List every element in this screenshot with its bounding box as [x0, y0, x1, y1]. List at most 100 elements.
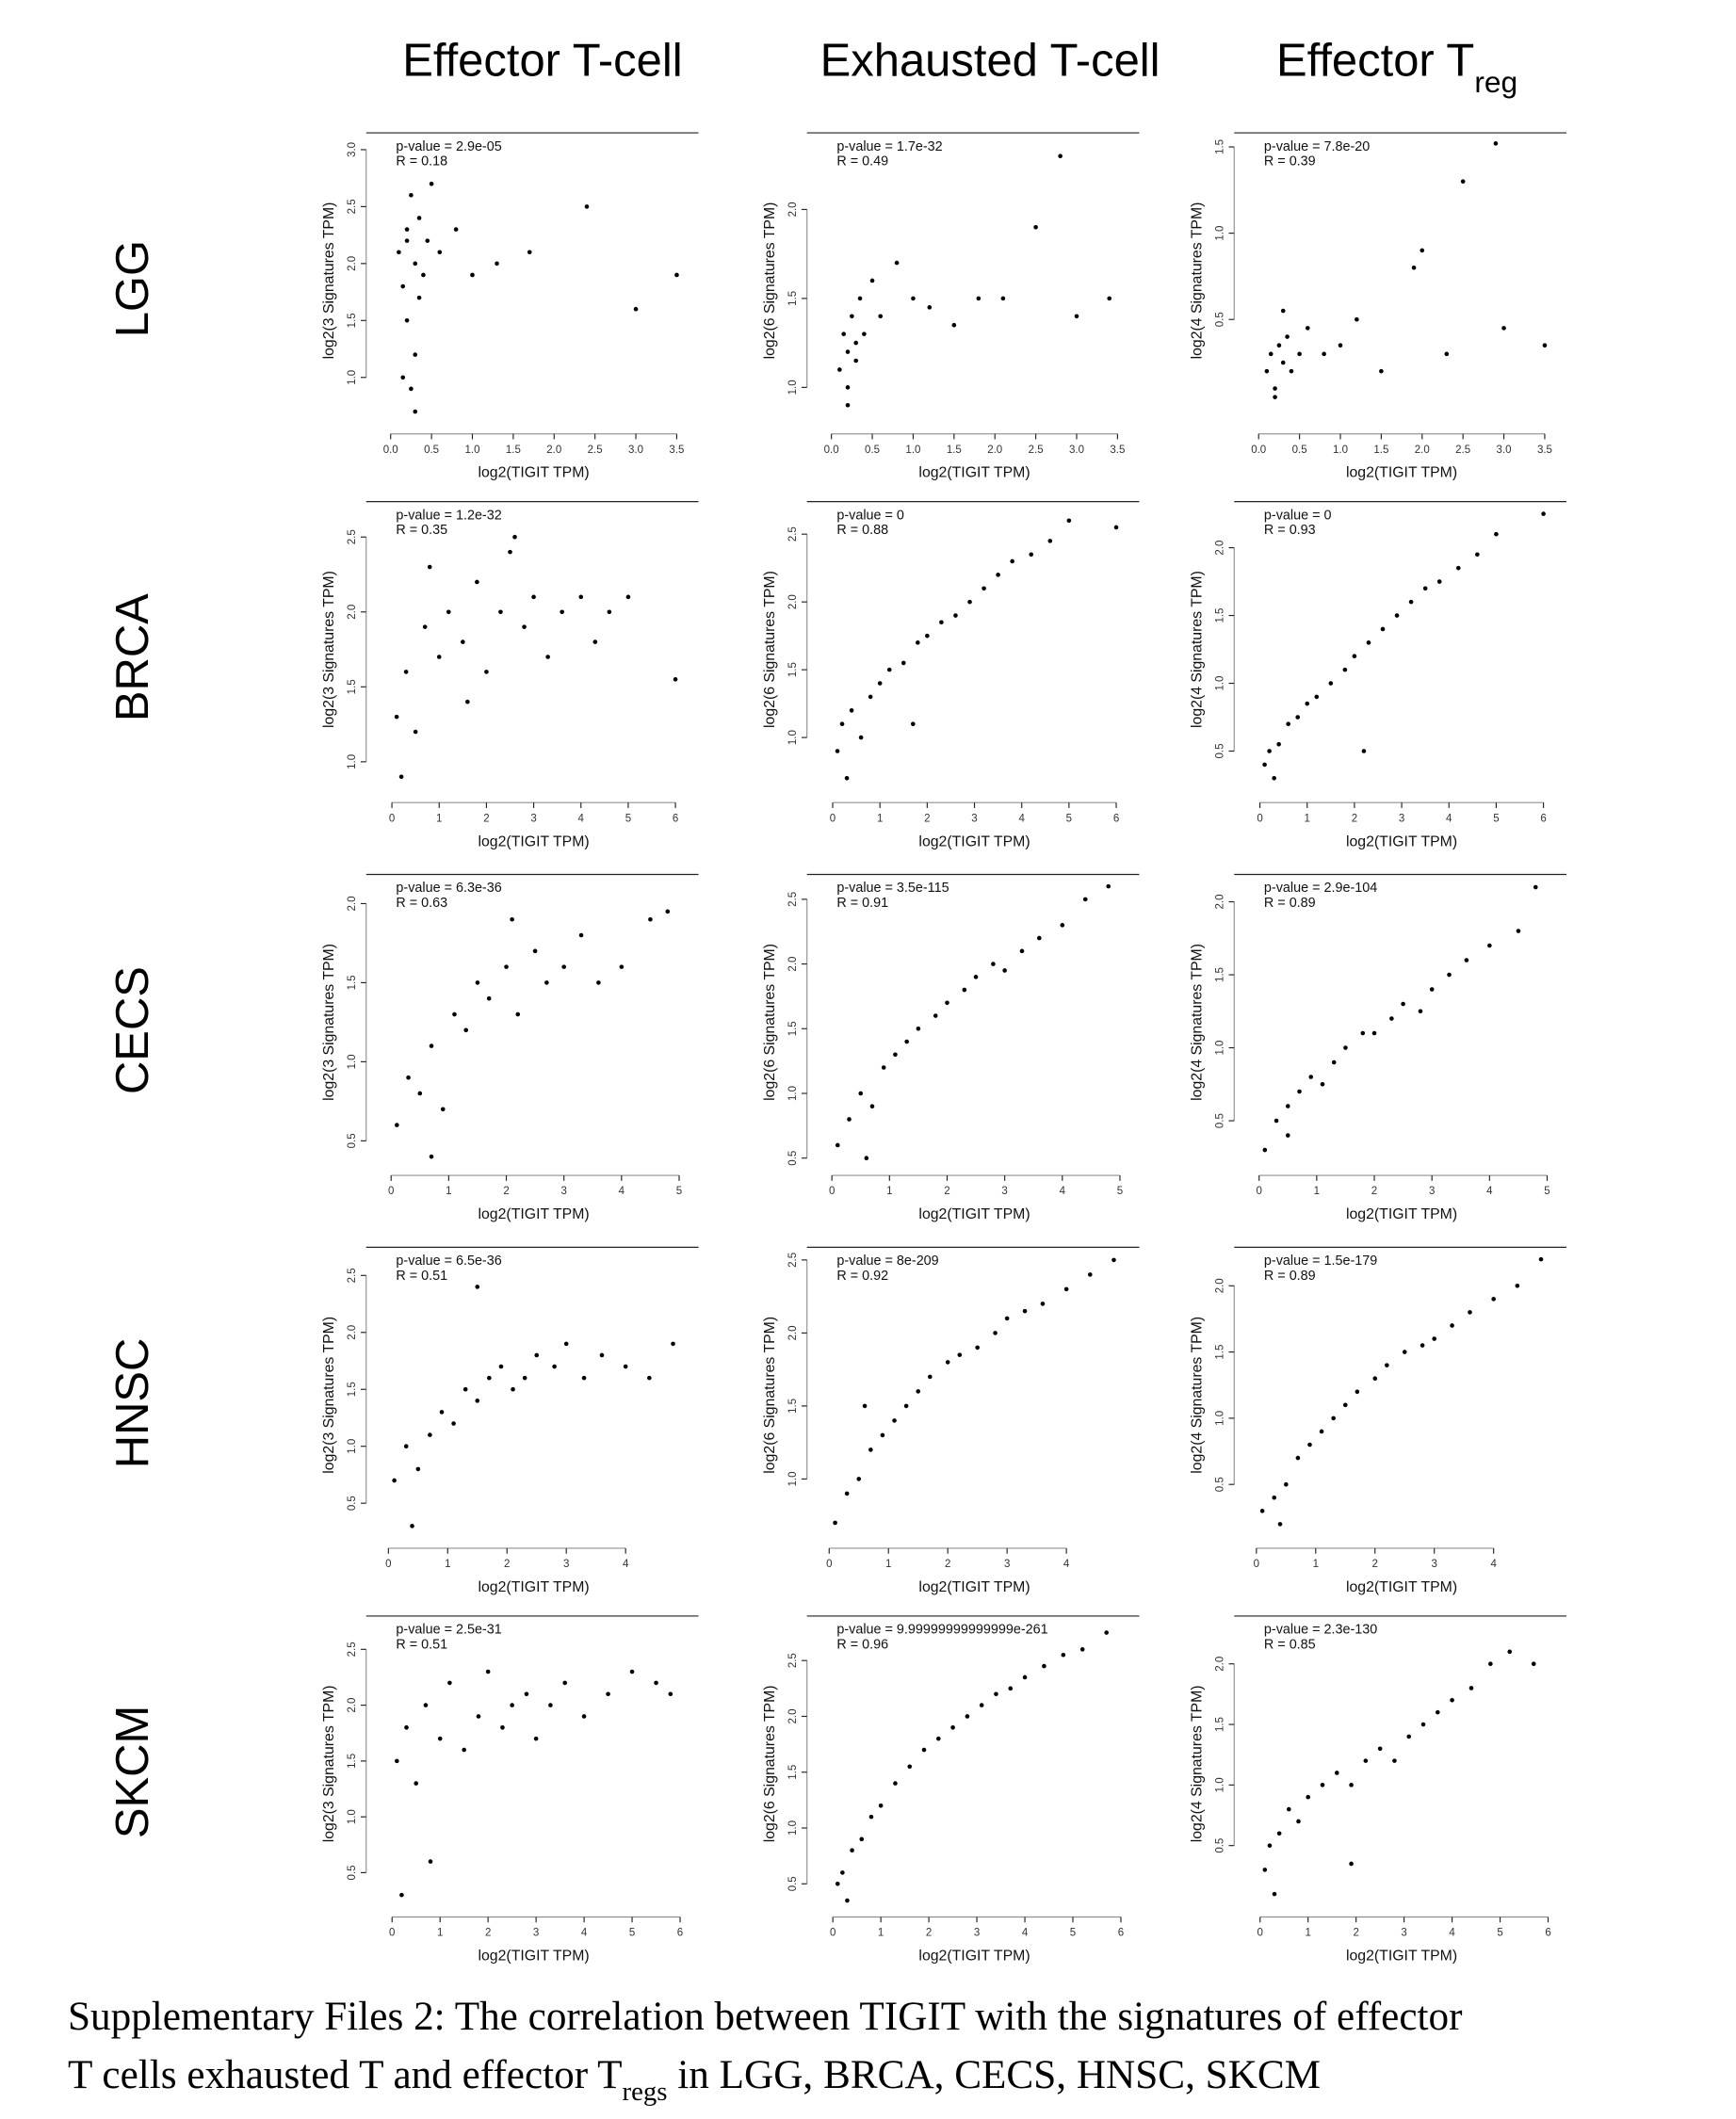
y-tick-label: 0.5 [1215, 744, 1226, 759]
y-tick-label: 0.5 [1215, 1477, 1226, 1492]
point [544, 980, 549, 985]
x-tick-label: 4 [1060, 1186, 1066, 1197]
row-label: LGG [107, 240, 158, 337]
point [1429, 987, 1435, 992]
y-axis-label: log2(4 Signatures TPM) [1190, 1685, 1206, 1842]
y-tick-label: 2.0 [347, 896, 358, 911]
point [531, 594, 536, 600]
point [522, 1375, 527, 1381]
point [950, 1725, 955, 1730]
point [945, 1000, 949, 1006]
point [1328, 681, 1334, 686]
point [994, 1691, 998, 1697]
point [1349, 1861, 1354, 1867]
point [1450, 1698, 1454, 1703]
point [673, 677, 678, 682]
point [668, 1691, 673, 1697]
point [665, 909, 671, 914]
x-axis-label: log2(TIGIT TPM) [1346, 1206, 1457, 1222]
point [437, 250, 443, 255]
point [437, 1736, 443, 1741]
point [1394, 613, 1400, 618]
y-tick-label: 0.5 [787, 1876, 799, 1891]
point [414, 1781, 419, 1786]
point [853, 358, 859, 364]
point [511, 1386, 515, 1392]
point [1305, 701, 1310, 706]
point [893, 1781, 898, 1786]
x-axis-label: log2(TIGIT TPM) [918, 1579, 1030, 1595]
x-tick-label: 3 [974, 1928, 980, 1939]
p-value-annotation: p-value = 8e-209 [836, 1254, 938, 1269]
y-tick-label: 1.0 [787, 1820, 799, 1836]
point [500, 1725, 505, 1730]
y-tick-label: 1.0 [347, 370, 358, 385]
point [633, 306, 639, 312]
point [935, 1736, 941, 1741]
r-annotation: R = 0.88 [836, 523, 888, 538]
x-tick-label: 4 [1486, 1186, 1493, 1197]
point [1402, 1350, 1407, 1354]
x-tick-label: 5 [629, 1928, 635, 1939]
x-tick-label: 1 [1305, 1928, 1310, 1939]
point [1338, 343, 1343, 348]
r-annotation: R = 0.51 [396, 1637, 447, 1652]
r-annotation: R = 0.35 [396, 523, 447, 538]
point [907, 1764, 913, 1770]
point [859, 1836, 865, 1842]
point [850, 314, 854, 319]
point [1297, 351, 1302, 357]
point [1418, 1009, 1423, 1014]
x-tick-label: 0 [830, 1928, 836, 1939]
point [462, 1386, 468, 1392]
point [1342, 667, 1348, 672]
point [1385, 1363, 1389, 1367]
point [470, 272, 475, 278]
y-tick-label: 2.5 [347, 529, 358, 544]
point [440, 1107, 446, 1112]
y-axis-label: log2(6 Signatures TPM) [762, 571, 778, 728]
x-tick-label: 1.5 [947, 445, 962, 456]
point [1401, 1001, 1405, 1007]
point [1342, 1402, 1348, 1408]
point [395, 1758, 399, 1764]
x-tick-label: 1 [1314, 1186, 1320, 1197]
point [840, 1870, 845, 1875]
point [654, 1680, 658, 1686]
point [1507, 1649, 1513, 1655]
point [1372, 1376, 1378, 1382]
y-tick-label: 1.0 [1215, 676, 1226, 691]
x-axis-label: log2(TIGIT TPM) [478, 1206, 589, 1222]
point [1420, 248, 1425, 253]
point [1297, 1089, 1302, 1094]
point [1464, 958, 1469, 962]
point [404, 227, 410, 232]
point [1019, 948, 1025, 954]
y-tick-label: 1.5 [1215, 608, 1226, 623]
point [429, 181, 434, 186]
point [1475, 552, 1480, 558]
x-axis-label: log2(TIGIT TPM) [1346, 833, 1457, 849]
y-tick-label: 2.5 [787, 892, 799, 907]
p-value-annotation: p-value = 1.7e-32 [836, 139, 942, 154]
point [1259, 1509, 1265, 1513]
point [625, 594, 631, 600]
point [403, 670, 409, 674]
point [510, 916, 514, 922]
point [1296, 1819, 1301, 1824]
point [416, 216, 422, 220]
point [623, 1364, 628, 1369]
point [900, 660, 906, 666]
x-tick-label: 0.0 [383, 445, 398, 456]
point [844, 775, 850, 781]
x-tick-label: 1 [1305, 813, 1310, 824]
x-tick-label: 4 [1063, 1559, 1070, 1570]
point [1422, 586, 1428, 591]
point [1363, 1758, 1369, 1763]
y-tick-label: 1.0 [787, 1086, 799, 1101]
point [397, 250, 401, 255]
point [1285, 1133, 1290, 1138]
point [1002, 968, 1007, 973]
x-tick-label: 2 [485, 1928, 491, 1939]
point [833, 1520, 837, 1526]
